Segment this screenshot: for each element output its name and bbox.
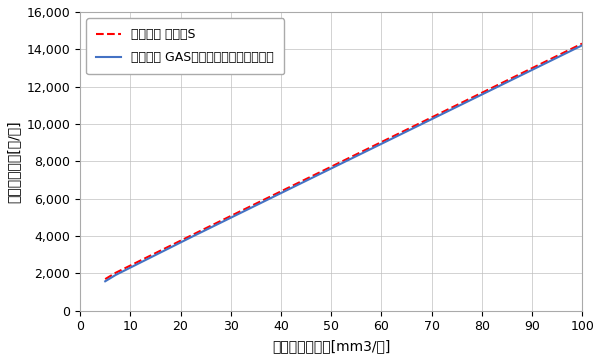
楽天ガス プランS [567,47,574,51]
楽天ガス プランS [359,149,367,153]
楽天ガス プランS [492,84,499,88]
大阪ガス GAS得プランまとめトク料金 [102,279,109,283]
X-axis label: 月間ガス使用量[mm3/月]: 月間ガス使用量[mm3/月] [272,339,390,353]
大阪ガス GAS得プランまとめトク料金 [359,150,367,155]
大阪ガス GAS得プランまとめトク料金 [328,166,335,170]
大阪ガス GAS得プランまとめトク料金 [579,43,586,48]
楽天ガス プランS [102,277,109,281]
楽天ガス プランS [579,41,586,46]
楽天ガス プランS [328,164,335,168]
Y-axis label: 推定ガス料金[円/月]: 推定ガス料金[円/月] [7,120,21,203]
楽天ガス プランS [385,136,392,140]
Line: 大阪ガス GAS得プランまとめトク料金: 大阪ガス GAS得プランまとめトク料金 [105,45,582,281]
楽天ガス プランS [331,163,338,167]
大阪ガス GAS得プランまとめトク料金 [492,85,499,90]
大阪ガス GAS得プランまとめトク料金 [567,49,574,53]
大阪ガス GAS得プランまとめトク料金 [331,165,338,169]
Legend: 楽天ガス プランS, 大阪ガス GAS得プランまとめトク料金: 楽天ガス プランS, 大阪ガス GAS得プランまとめトク料金 [87,18,284,74]
大阪ガス GAS得プランまとめトク料金 [385,138,392,142]
Line: 楽天ガス プランS: 楽天ガス プランS [105,44,582,279]
